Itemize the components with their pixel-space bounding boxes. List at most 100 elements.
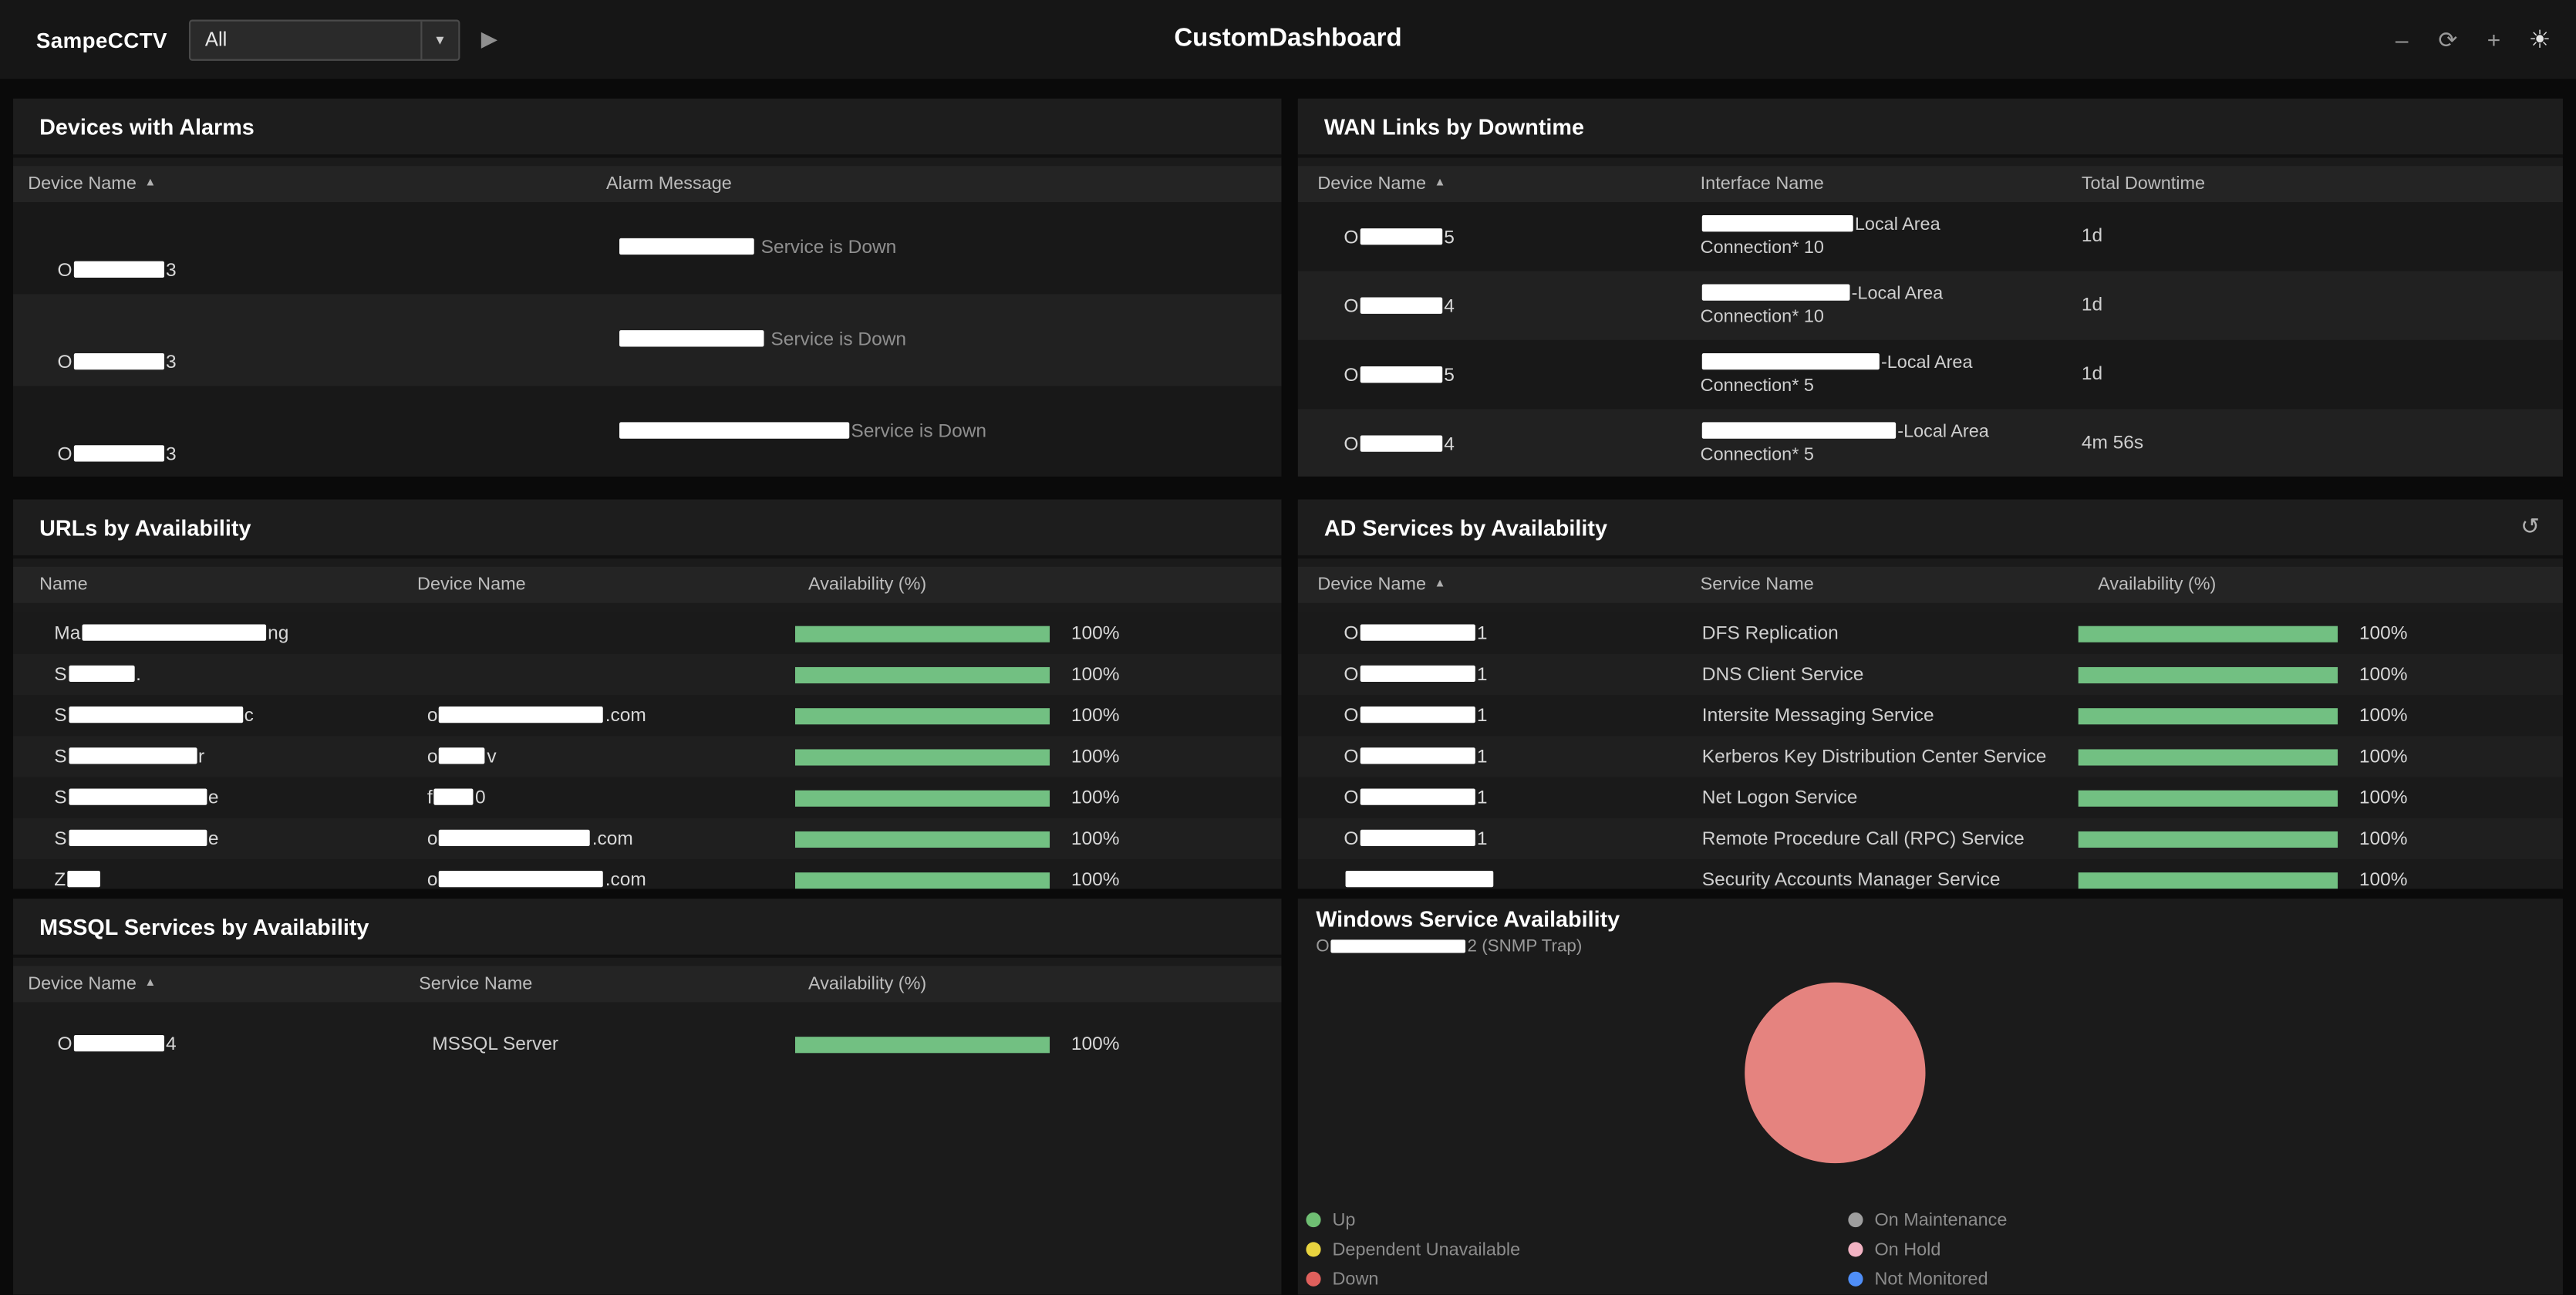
redacted-text — [68, 747, 197, 764]
column-header-alarm-message[interactable]: Alarm Message — [605, 174, 1282, 194]
availability-bar-track — [794, 748, 1050, 765]
redacted-text — [1701, 352, 1880, 370]
legend-item-not-monitored[interactable]: Not Monitored — [1848, 1268, 2007, 1290]
table-row[interactable]: O 1 DNS Client Service 100% — [1297, 653, 2563, 696]
sort-asc-icon: ▲ — [144, 976, 157, 989]
text-segment: O — [1344, 706, 1359, 727]
legend-label: Not Monitored — [1874, 1269, 1988, 1290]
redacted-text — [439, 747, 486, 764]
service-name-cell: Security Accounts Manager Service — [1701, 869, 2001, 889]
column-label: Device Name — [1317, 575, 1426, 595]
table-row[interactable]: Security Accounts Manager Service 100% — [1297, 859, 2563, 889]
minimize-icon[interactable]: – — [2395, 26, 2409, 53]
column-header-device-name[interactable]: Device Name ▲ — [13, 974, 417, 994]
column-header-device-name[interactable]: Device Name — [417, 575, 795, 595]
availability-value: 100% — [1071, 747, 1120, 767]
table-row[interactable]: O 1 Net Logon Service 100% — [1297, 777, 2563, 818]
availability-cell: 100% — [2078, 829, 2563, 848]
column-header-interface-name[interactable]: Interface Name — [1701, 174, 2082, 194]
column-header-device-name[interactable]: Device Name ▲ — [1298, 575, 1701, 595]
table-header: Device Name ▲ Interface Name Total Downt… — [1297, 166, 2563, 203]
column-header-device-name[interactable]: Device Name ▲ — [13, 174, 605, 194]
legend-item-on-maintenance[interactable]: On Maintenance — [1848, 1209, 2007, 1231]
column-header-availability[interactable]: Availability (%) — [795, 974, 1282, 994]
table-header: Device Name ▲ Service Name Availability … — [13, 966, 1282, 1003]
availability-bar-track — [2078, 707, 2338, 724]
text-segment: Ma — [54, 624, 81, 644]
text-segment: 1 — [1476, 706, 1488, 727]
panel-title: URLs by Availability — [13, 499, 1282, 559]
add-widget-icon[interactable]: + — [2487, 26, 2501, 53]
table-row[interactable]: O 4 -Local Area Connection* 10 1d — [1297, 271, 2563, 340]
text-segment: O — [1344, 624, 1359, 644]
redacted-text — [73, 261, 164, 278]
table-row[interactable]: O 1 Intersite Messaging Service 100% — [1297, 695, 2563, 737]
play-icon[interactable]: ▶ — [480, 26, 498, 52]
column-label: Availability (%) — [2098, 575, 2217, 595]
availability-bar-fill — [794, 666, 1050, 683]
table-row[interactable]: S. 100% — [13, 653, 1282, 696]
refresh-icon[interactable]: ⟳ — [2438, 26, 2458, 53]
table-row[interactable]: O 4 -Local Area Connection* 5 4m 56s — [1297, 409, 2563, 477]
table-row[interactable]: O 1 DFS Replication 100% — [1297, 612, 2563, 654]
total-downtime-cell: 1d — [2081, 226, 2103, 247]
availability-bar-track — [2078, 872, 2338, 889]
table-row[interactable]: O 5 Local Area Connection* 10 1d — [1297, 202, 2563, 271]
sort-asc-icon: ▲ — [1434, 577, 1446, 589]
legend-item-dependent-unavailable[interactable]: Dependent Unavailable — [1306, 1239, 1520, 1260]
text-segment: O — [57, 352, 72, 373]
availability-value: 100% — [1071, 869, 1120, 889]
panel-title: MSSQL Services by Availability — [13, 899, 1282, 958]
table-row[interactable]: O 1 Kerberos Key Distribution Center Servi… — [1297, 736, 2563, 777]
chevron-down-icon[interactable]: ▼ — [420, 20, 458, 59]
column-header-service-name[interactable]: Service Name — [1701, 575, 2079, 595]
service-name-cell: DNS Client Service — [1701, 664, 1864, 685]
legend-item-up[interactable]: Up — [1306, 1209, 1520, 1231]
table-row[interactable]: O 4 MSSQL Server 100% — [13, 1012, 1281, 1076]
column-header-total-downtime[interactable]: Total Downtime — [2082, 174, 2563, 194]
redacted-text — [73, 352, 164, 370]
panel-devices-with-alarms: Devices with Alarms Device Name ▲ Alarm … — [13, 98, 1282, 477]
text-segment: Service is Down — [765, 330, 907, 350]
panel-refresh-icon[interactable]: ↺ — [2520, 512, 2541, 539]
column-header-name[interactable]: Name — [13, 575, 417, 595]
brightness-icon[interactable]: ☀ — [2528, 25, 2551, 54]
legend-item-down[interactable]: Down — [1306, 1268, 1520, 1290]
redacted-text — [68, 788, 207, 805]
table-row[interactable]: Ma ng 100% — [13, 612, 1282, 654]
redacted-text — [1360, 788, 1475, 805]
text-segment: O — [1344, 747, 1359, 767]
text-segment: .com — [605, 870, 646, 889]
column-header-device-name[interactable]: Device Name ▲ — [1298, 174, 1701, 194]
table-row[interactable]: O 1 Remote Procedure Call (RPC) Service 100… — [1297, 818, 2563, 860]
column-header-service-name[interactable]: Service Name — [417, 974, 795, 994]
column-header-availability[interactable]: Availability (%) — [2079, 575, 2563, 595]
redacted-text — [1360, 296, 1443, 313]
availability-pie-chart[interactable] — [1745, 982, 1926, 1164]
column-header-availability[interactable]: Availability (%) — [795, 575, 1282, 595]
column-label: Device Name — [28, 174, 137, 194]
availability-cell: 100% — [2078, 665, 2563, 684]
table-row[interactable]: O 3 Service is Down — [13, 386, 1282, 477]
table-row[interactable]: O 5 -Local Area Connection* 5 1d — [1297, 339, 2563, 410]
availability-bar-track — [794, 666, 1050, 683]
legend-label: On Maintenance — [1874, 1209, 2008, 1230]
legend-item-on-hold[interactable]: On Hold — [1848, 1239, 2007, 1260]
redacted-text — [67, 870, 101, 888]
service-name-cell: DFS Replication — [1701, 623, 1839, 643]
device-name-cell: o .com — [417, 705, 795, 727]
scope-select[interactable]: All ▼ — [188, 19, 460, 60]
